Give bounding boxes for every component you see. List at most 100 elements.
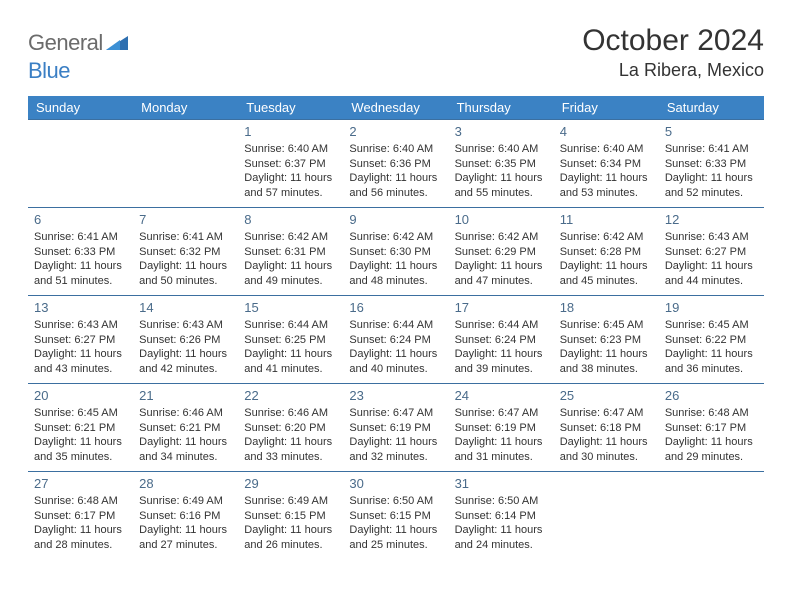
sunset-line: Sunset: 6:17 PM	[665, 421, 758, 436]
sunset-line: Sunset: 6:36 PM	[349, 157, 442, 172]
sunrise-line: Sunrise: 6:50 AM	[455, 494, 548, 509]
day-number: 20	[34, 387, 127, 405]
col-header: Friday	[554, 96, 659, 120]
sunset-line: Sunset: 6:20 PM	[244, 421, 337, 436]
header: General Blue October 2024 La Ribera, Mex…	[28, 24, 764, 84]
sunrise-line: Sunrise: 6:40 AM	[455, 142, 548, 157]
sunset-line: Sunset: 6:37 PM	[244, 157, 337, 172]
sunrise-line: Sunrise: 6:46 AM	[139, 406, 232, 421]
day-number: 27	[34, 475, 127, 493]
sunset-line: Sunset: 6:17 PM	[34, 509, 127, 524]
calendar-day-cell: 13Sunrise: 6:43 AMSunset: 6:27 PMDayligh…	[28, 296, 133, 384]
calendar-day-cell: 31Sunrise: 6:50 AMSunset: 6:14 PMDayligh…	[449, 472, 554, 560]
sunrise-line: Sunrise: 6:45 AM	[560, 318, 653, 333]
day-number: 19	[665, 299, 758, 317]
day-number: 13	[34, 299, 127, 317]
daylight-line: Daylight: 11 hours and 28 minutes.	[34, 523, 127, 553]
calendar-day-cell: 27Sunrise: 6:48 AMSunset: 6:17 PMDayligh…	[28, 472, 133, 560]
day-number: 7	[139, 211, 232, 229]
daylight-line: Daylight: 11 hours and 27 minutes.	[139, 523, 232, 553]
day-number: 11	[560, 211, 653, 229]
calendar-day-cell: 11Sunrise: 6:42 AMSunset: 6:28 PMDayligh…	[554, 208, 659, 296]
sunset-line: Sunset: 6:19 PM	[455, 421, 548, 436]
day-number: 25	[560, 387, 653, 405]
sunset-line: Sunset: 6:14 PM	[455, 509, 548, 524]
daylight-line: Daylight: 11 hours and 44 minutes.	[665, 259, 758, 289]
sunset-line: Sunset: 6:32 PM	[139, 245, 232, 260]
sunrise-line: Sunrise: 6:42 AM	[455, 230, 548, 245]
daylight-line: Daylight: 11 hours and 40 minutes.	[349, 347, 442, 377]
daylight-line: Daylight: 11 hours and 50 minutes.	[139, 259, 232, 289]
sunset-line: Sunset: 6:18 PM	[560, 421, 653, 436]
day-number: 31	[455, 475, 548, 493]
sunset-line: Sunset: 6:21 PM	[34, 421, 127, 436]
sunrise-line: Sunrise: 6:42 AM	[349, 230, 442, 245]
calendar-table: Sunday Monday Tuesday Wednesday Thursday…	[28, 96, 764, 560]
calendar-day-cell: 10Sunrise: 6:42 AMSunset: 6:29 PMDayligh…	[449, 208, 554, 296]
day-number: 30	[349, 475, 442, 493]
calendar-day-cell: 9Sunrise: 6:42 AMSunset: 6:30 PMDaylight…	[343, 208, 448, 296]
daylight-line: Daylight: 11 hours and 26 minutes.	[244, 523, 337, 553]
calendar-day-cell	[554, 472, 659, 560]
logo-triangle-icon	[106, 30, 128, 56]
daylight-line: Daylight: 11 hours and 35 minutes.	[34, 435, 127, 465]
sunrise-line: Sunrise: 6:48 AM	[34, 494, 127, 509]
sunset-line: Sunset: 6:27 PM	[665, 245, 758, 260]
month-title: October 2024	[582, 24, 764, 58]
calendar-day-cell: 12Sunrise: 6:43 AMSunset: 6:27 PMDayligh…	[659, 208, 764, 296]
day-number: 24	[455, 387, 548, 405]
calendar-day-cell: 25Sunrise: 6:47 AMSunset: 6:18 PMDayligh…	[554, 384, 659, 472]
calendar-body: 1 Sunrise: 6:40 AM Sunset: 6:37 PM Daylight…	[28, 120, 764, 560]
calendar-day-cell: 7Sunrise: 6:41 AMSunset: 6:32 PMDaylight…	[133, 208, 238, 296]
sunset-line: Sunset: 6:19 PM	[349, 421, 442, 436]
sunset-line: Sunset: 6:31 PM	[244, 245, 337, 260]
day-number: 17	[455, 299, 548, 317]
calendar-day-cell: 14Sunrise: 6:43 AMSunset: 6:26 PMDayligh…	[133, 296, 238, 384]
sunset-line: Sunset: 6:15 PM	[349, 509, 442, 524]
day-number: 23	[349, 387, 442, 405]
calendar-day-cell: 5Sunrise: 6:41 AMSunset: 6:33 PMDaylight…	[659, 120, 764, 208]
sunrise-line: Sunrise: 6:42 AM	[560, 230, 653, 245]
day-number: 21	[139, 387, 232, 405]
day-number: 6	[34, 211, 127, 229]
calendar-week-row: 1Sunrise: 6:40 AMSunset: 6:37 PMDaylight…	[28, 120, 764, 208]
daylight-line: Daylight: 11 hours and 36 minutes.	[665, 347, 758, 377]
col-header: Sunday	[28, 96, 133, 120]
daylight-line: Daylight: 11 hours and 45 minutes.	[560, 259, 653, 289]
sunrise-line: Sunrise: 6:43 AM	[34, 318, 127, 333]
daylight-line: Daylight: 11 hours and 30 minutes.	[560, 435, 653, 465]
sunrise-line: Sunrise: 6:44 AM	[455, 318, 548, 333]
sunrise-line: Sunrise: 6:44 AM	[244, 318, 337, 333]
daylight-line: Daylight: 11 hours and 43 minutes.	[34, 347, 127, 377]
logo: General Blue	[28, 24, 128, 84]
calendar-day-cell	[659, 472, 764, 560]
calendar-week-row: 20Sunrise: 6:45 AMSunset: 6:21 PMDayligh…	[28, 384, 764, 472]
day-number: 1	[244, 123, 337, 141]
calendar-day-cell: 28Sunrise: 6:49 AMSunset: 6:16 PMDayligh…	[133, 472, 238, 560]
daylight-line: Daylight: 11 hours and 39 minutes.	[455, 347, 548, 377]
sunset-line: Sunset: 6:23 PM	[560, 333, 653, 348]
sunset-line: Sunset: 6:22 PM	[665, 333, 758, 348]
daylight-line: Daylight: 11 hours and 29 minutes.	[665, 435, 758, 465]
sunset-line: Sunset: 6:21 PM	[139, 421, 232, 436]
title-block: October 2024 La Ribera, Mexico	[582, 24, 764, 81]
sunrise-line: Sunrise: 6:40 AM	[349, 142, 442, 157]
sunrise-line: Sunrise: 6:49 AM	[139, 494, 232, 509]
daylight-line: Daylight: 11 hours and 33 minutes.	[244, 435, 337, 465]
sunset-line: Sunset: 6:29 PM	[455, 245, 548, 260]
day-number: 15	[244, 299, 337, 317]
sunrise-line: Sunrise: 6:43 AM	[139, 318, 232, 333]
calendar-day-cell: 18Sunrise: 6:45 AMSunset: 6:23 PMDayligh…	[554, 296, 659, 384]
daylight-line: Daylight: 11 hours and 24 minutes.	[455, 523, 548, 553]
calendar-day-cell: 24Sunrise: 6:47 AMSunset: 6:19 PMDayligh…	[449, 384, 554, 472]
calendar-day-cell: 3Sunrise: 6:40 AMSunset: 6:35 PMDaylight…	[449, 120, 554, 208]
sunrise-line: Sunrise: 6:46 AM	[244, 406, 337, 421]
calendar-day-cell	[133, 120, 238, 208]
col-header: Wednesday	[343, 96, 448, 120]
sunset-line: Sunset: 6:33 PM	[665, 157, 758, 172]
daylight-line: Daylight: 11 hours and 34 minutes.	[139, 435, 232, 465]
sunset-line: Sunset: 6:24 PM	[349, 333, 442, 348]
daylight-line: Daylight: 11 hours and 49 minutes.	[244, 259, 337, 289]
sunrise-line: Sunrise: 6:43 AM	[665, 230, 758, 245]
sunset-line: Sunset: 6:26 PM	[139, 333, 232, 348]
